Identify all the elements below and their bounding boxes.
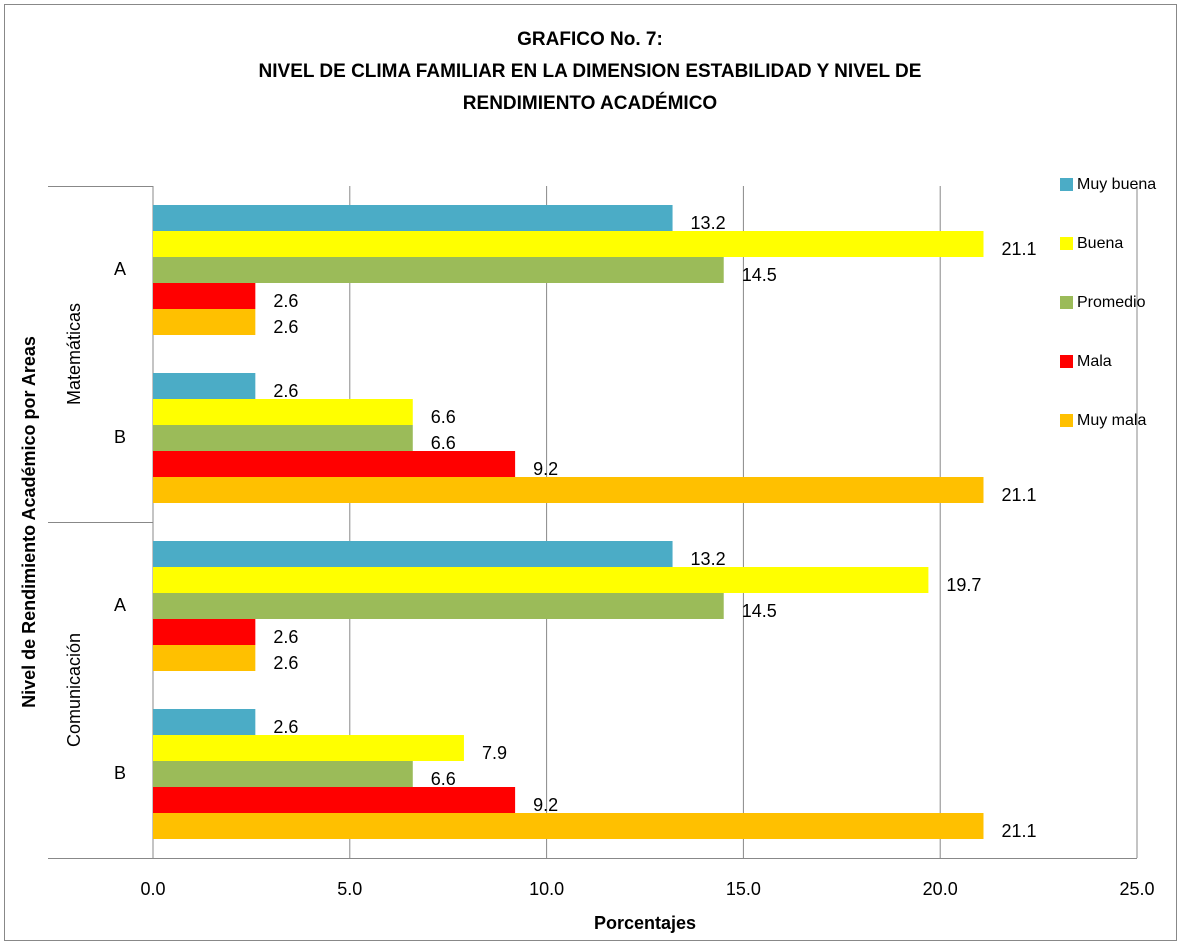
group-label: Matemáticas xyxy=(64,303,84,405)
x-axis-title: Porcentajes xyxy=(594,913,696,933)
data-label: 2.6 xyxy=(273,317,298,337)
legend-swatch xyxy=(1060,237,1073,250)
bar xyxy=(153,231,984,257)
bar xyxy=(153,619,256,645)
chart-title: NIVEL DE CLIMA FAMILIAR EN LA DIMENSION … xyxy=(259,61,922,82)
legend-swatch xyxy=(1060,414,1073,427)
bar xyxy=(153,373,256,399)
data-label: 7.9 xyxy=(482,743,507,763)
data-label: 13.2 xyxy=(691,549,726,569)
bar xyxy=(153,813,984,839)
bar xyxy=(153,309,256,335)
data-label: 21.1 xyxy=(1001,485,1036,505)
chart-title: RENDIMIENTO ACADÉMICO xyxy=(463,92,717,114)
data-label: 6.6 xyxy=(431,433,456,453)
bar xyxy=(153,735,464,761)
bar xyxy=(153,451,516,477)
bar xyxy=(153,205,673,231)
data-label: 9.2 xyxy=(533,795,558,815)
bar xyxy=(153,257,724,283)
y-tick-label: B xyxy=(114,427,126,447)
legend-label: Promedio xyxy=(1077,294,1146,311)
legend-label: Muy buena xyxy=(1077,176,1156,193)
x-tick-label: 20.0 xyxy=(923,879,958,899)
data-label: 2.6 xyxy=(273,653,298,673)
data-label: 14.5 xyxy=(742,265,777,285)
chart-title: GRAFICO No. 7: xyxy=(517,29,663,50)
x-tick-label: 0.0 xyxy=(140,879,165,899)
bar xyxy=(153,709,256,735)
bar xyxy=(153,787,516,813)
bar xyxy=(153,399,413,425)
bar xyxy=(153,567,929,593)
bar xyxy=(153,425,413,451)
legend-swatch xyxy=(1060,296,1073,309)
x-tick-label: 5.0 xyxy=(337,879,362,899)
y-tick-label: A xyxy=(114,595,126,615)
legend-label: Muy mala xyxy=(1077,412,1146,429)
bar xyxy=(153,645,256,671)
data-label: 6.6 xyxy=(431,407,456,427)
y-tick-label: B xyxy=(114,763,126,783)
x-tick-label: 15.0 xyxy=(726,879,761,899)
data-label: 2.6 xyxy=(273,291,298,311)
data-label: 2.6 xyxy=(273,381,298,401)
legend-label: Buena xyxy=(1077,235,1123,252)
legend-swatch xyxy=(1060,178,1073,191)
bar xyxy=(153,541,673,567)
bar xyxy=(153,283,256,309)
group-label: Comunicación xyxy=(64,633,84,747)
data-label: 21.1 xyxy=(1001,821,1036,841)
data-label: 21.1 xyxy=(1001,239,1036,259)
x-tick-label: 25.0 xyxy=(1119,879,1154,899)
bar xyxy=(153,477,984,503)
x-tick-label: 10.0 xyxy=(529,879,564,899)
data-label: 2.6 xyxy=(273,717,298,737)
data-label: 2.6 xyxy=(273,627,298,647)
y-tick-label: A xyxy=(114,259,126,279)
bar xyxy=(153,593,724,619)
data-label: 19.7 xyxy=(946,575,981,595)
data-label: 9.2 xyxy=(533,459,558,479)
data-label: 14.5 xyxy=(742,601,777,621)
data-label: 6.6 xyxy=(431,769,456,789)
data-label: 13.2 xyxy=(691,213,726,233)
bar xyxy=(153,761,413,787)
legend-label: Mala xyxy=(1077,353,1112,370)
y-axis-title: Nivel de Rendimiento Académico por Areas xyxy=(19,336,39,708)
legend-swatch xyxy=(1060,355,1073,368)
